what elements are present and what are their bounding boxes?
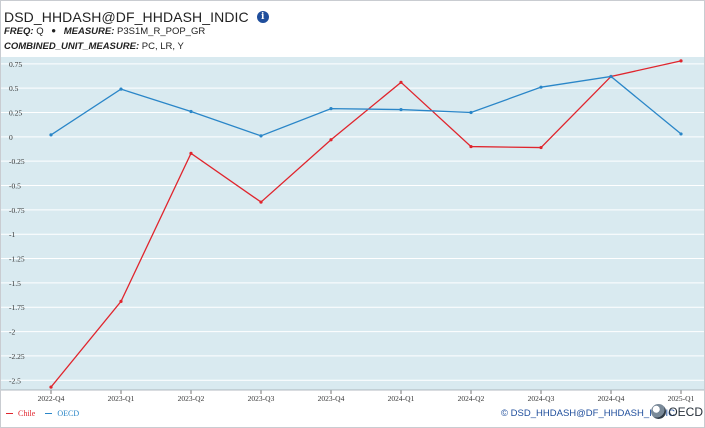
legend-swatch-chile (6, 412, 13, 415)
data-point-oecd (609, 74, 613, 79)
data-point-oecd (329, 107, 333, 111)
legend-item-oecd[interactable]: OECD (45, 409, 79, 418)
separator-dot-icon: ● (51, 26, 57, 35)
data-point-oecd (399, 107, 403, 112)
oecd-logo-text: OECD (668, 404, 703, 419)
data-point-oecd (189, 109, 193, 114)
x-tick-label: 2022-Q4 (38, 394, 65, 403)
y-tick-label: 0 (9, 133, 13, 142)
x-tick-label: 2024-Q3 (528, 394, 555, 403)
chart-title: DSD_HHDASH@DF_HHDASH_INDIC (4, 9, 249, 25)
y-tick-label: 0.5 (9, 84, 19, 93)
y-tick-label: -1.25 (9, 255, 25, 264)
y-tick-label: -0.75 (9, 206, 25, 215)
unit-label: COMBINED_UNIT_MEASURE: (4, 41, 140, 52)
data-point-chile (469, 144, 473, 149)
data-point-chile (259, 200, 263, 204)
data-point-oecd (539, 85, 543, 89)
x-tick-label: 2024-Q1 (388, 394, 415, 403)
source-text: © DSD_HHDASH@DF_HHDASH_INDIC (501, 408, 675, 419)
x-tick-label: 2024-Q4 (598, 394, 625, 403)
freq-label: FREQ: (4, 26, 34, 37)
data-point-chile (399, 80, 403, 84)
data-point-chile (119, 299, 123, 303)
y-tick-label: -1.75 (9, 303, 25, 312)
data-point-chile (539, 145, 543, 150)
oecd-logo: OECD (651, 404, 703, 419)
y-tick-label: -0.25 (9, 157, 25, 166)
series-line-oecd (50, 75, 682, 137)
data-point-chile (329, 138, 333, 142)
oecd-globe-icon (651, 404, 667, 419)
legend-label-oecd: OECD (57, 409, 80, 418)
unit-value: PC, LR, Y (141, 41, 184, 52)
data-point-chile (679, 59, 683, 63)
subtitle-unit: COMBINED_UNIT_MEASURE: PC, LR, Y (4, 41, 184, 52)
x-tick-label: 2023-Q3 (248, 394, 275, 403)
data-point-oecd (679, 132, 683, 136)
data-point-chile (49, 385, 53, 389)
y-tick-label: -2 (9, 328, 15, 337)
y-tick-label: -0.5 (9, 182, 21, 191)
y-tick-label: -1 (9, 230, 15, 239)
x-tick-label: 2023-Q1 (108, 394, 135, 403)
legend-item-chile[interactable]: Chile (6, 409, 35, 418)
data-point-oecd (469, 110, 473, 115)
data-point-oecd (259, 134, 263, 138)
y-tick-label: -2.5 (9, 376, 21, 385)
source-footer[interactable]: © DSD_HHDASH@DF_HHDASH_INDIC (501, 408, 675, 419)
y-tick-label: 0.25 (9, 109, 22, 118)
x-tick-label: 2024-Q2 (458, 394, 485, 403)
x-tick-label: 2025-Q1 (668, 394, 695, 403)
y-tick-label: -2.25 (9, 352, 25, 361)
legend-label-chile: Chile (18, 409, 36, 418)
legend-swatch-oecd (45, 412, 53, 415)
data-point-chile (189, 151, 193, 155)
legend: Chile OECD (6, 409, 89, 418)
measure-label: MEASURE: (63, 26, 115, 37)
chart-header: DSD_HHDASH@DF_HHDASH_INDIC i (4, 9, 269, 25)
plot-area (1, 57, 704, 390)
subtitle-freq-measure: FREQ: Q ● MEASURE: P3S1M_R_POP_GR (4, 26, 205, 37)
measure-value: P3S1M_R_POP_GR (117, 26, 206, 37)
data-point-oecd (49, 133, 53, 137)
info-icon[interactable]: i (256, 11, 269, 23)
data-point-oecd (119, 87, 123, 91)
y-tick-label: 0.75 (9, 60, 22, 69)
series-line-chile (50, 60, 682, 388)
x-tick-label: 2023-Q2 (178, 394, 205, 403)
y-tick-label: -1.5 (9, 279, 21, 288)
x-tick-label: 2023-Q4 (318, 394, 345, 403)
freq-value: Q (36, 26, 44, 37)
